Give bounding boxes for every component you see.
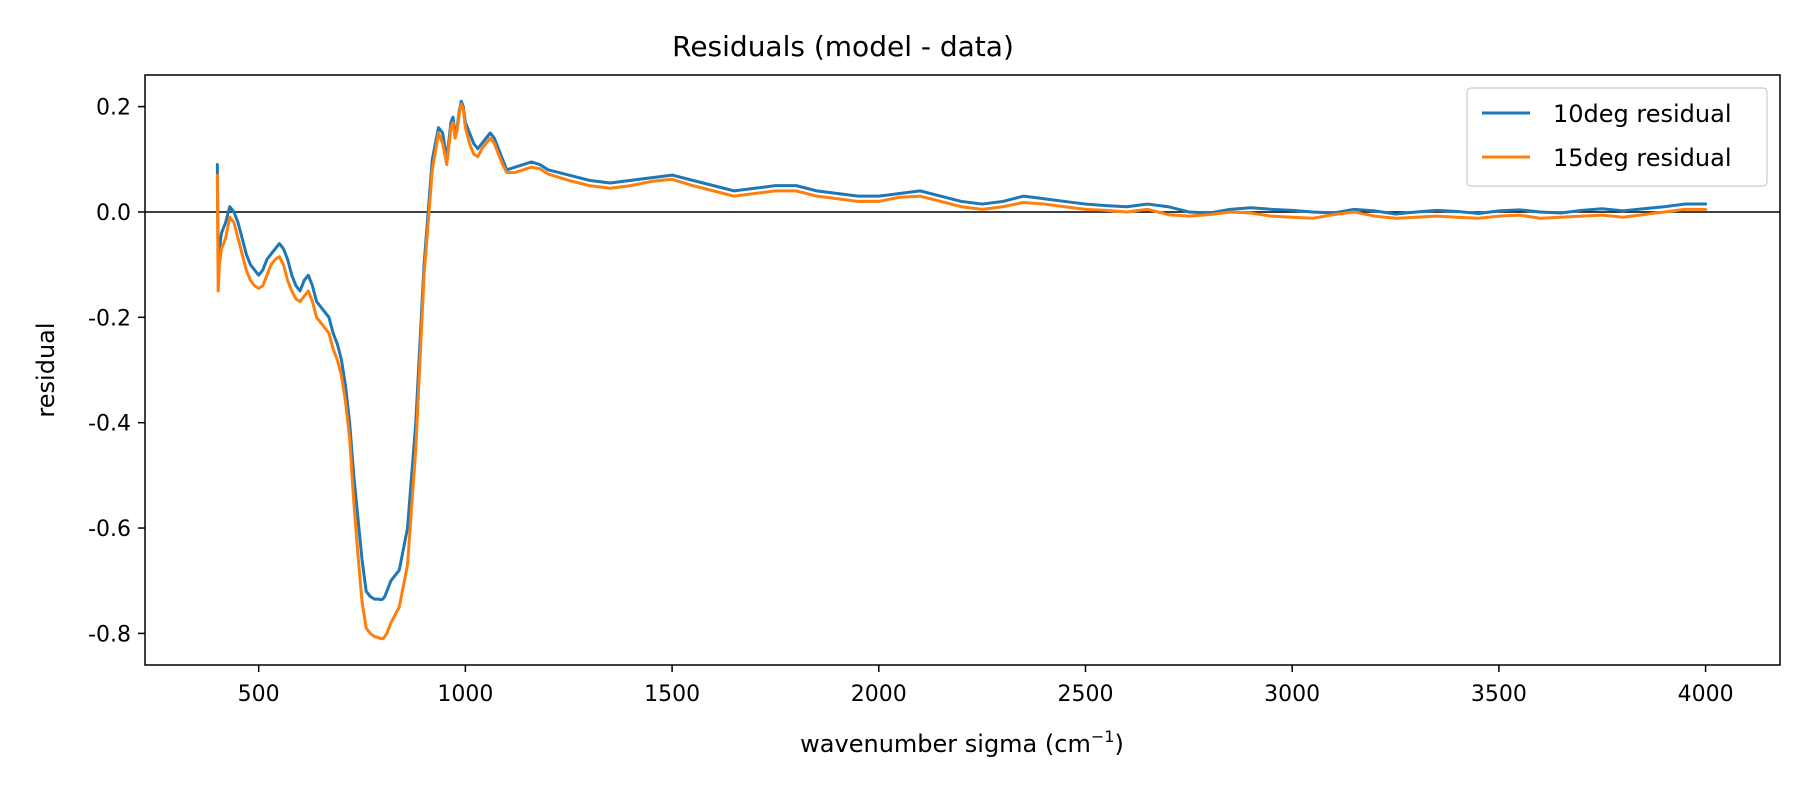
x-axis-label-close: ) [1114, 730, 1123, 758]
x-tick-label: 4000 [1678, 682, 1734, 707]
chart-title: Residuals (model - data) [672, 30, 1014, 63]
x-tick-label: 1500 [644, 682, 700, 707]
y-tick-label: 0.2 [96, 96, 131, 121]
series-line-10deg [215, 99, 1708, 602]
y-tick-label: -0.4 [88, 412, 131, 437]
x-axis-label-superscript: −1 [1091, 727, 1115, 746]
plot-frame [144, 74, 1781, 666]
series-line-15deg [215, 102, 1708, 641]
legend-label-10deg: 10deg residual [1553, 100, 1732, 128]
x-tick-label: 500 [238, 682, 280, 707]
x-tick-label: 1000 [437, 682, 493, 707]
y-axis-ticks: 0.2 0.0 -0.2 -0.4 -0.6 -0.8 [88, 96, 145, 647]
y-tick-label: -0.2 [88, 306, 131, 331]
x-tick-label: 3000 [1264, 682, 1320, 707]
y-tick-label: 0.0 [96, 201, 131, 226]
x-axis-label-text: wavenumber sigma (cm [800, 730, 1091, 758]
y-axis-label: residual [32, 322, 60, 417]
legend-box [1466, 87, 1768, 187]
legend-label-15deg: 15deg residual [1553, 144, 1732, 172]
series-layer [215, 99, 1708, 641]
y-tick-label: -0.8 [88, 622, 131, 647]
y-tick-label: -0.6 [88, 517, 131, 542]
x-tick-label: 3500 [1471, 682, 1527, 707]
x-axis-label: wavenumber sigma (cm−1) [800, 727, 1124, 758]
legend: 10deg residual 15deg residual [1466, 87, 1768, 187]
x-axis-ticks: 500 1000 1500 2000 2500 3000 3500 4000 [238, 665, 1734, 707]
x-tick-label: 2500 [1057, 682, 1113, 707]
x-tick-label: 2000 [851, 682, 907, 707]
